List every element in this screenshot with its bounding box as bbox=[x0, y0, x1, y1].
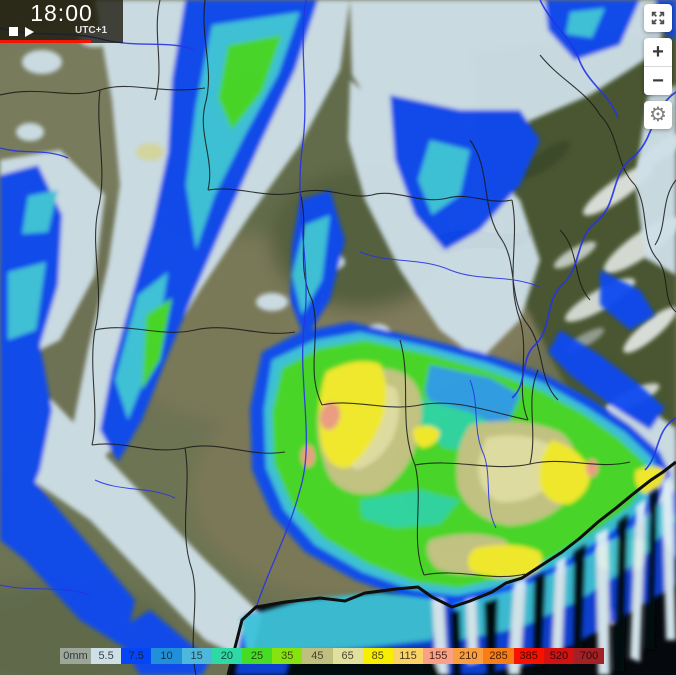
legend-cell: 10 bbox=[151, 648, 182, 664]
sea-precipitation bbox=[235, 474, 676, 675]
play-icon[interactable] bbox=[25, 27, 34, 37]
legend-cell: 20 bbox=[211, 648, 242, 664]
legend-cell: 115 bbox=[392, 648, 424, 664]
fullscreen-icon bbox=[651, 11, 665, 25]
time-control-row: UTC+1 bbox=[0, 24, 123, 37]
timeline-progress[interactable] bbox=[0, 40, 123, 43]
legend-cell: 700 bbox=[574, 648, 605, 664]
legend-cell: 7.5 bbox=[121, 648, 152, 664]
legend-unit-label: 0mm bbox=[60, 648, 91, 664]
legend-cell: 35 bbox=[272, 648, 303, 664]
settings-button[interactable]: ⚙ bbox=[644, 101, 672, 129]
legend-cell: 25 bbox=[241, 648, 273, 664]
time-display: 18:00 bbox=[30, 0, 93, 26]
legend-cell: 210 bbox=[453, 648, 484, 664]
zoom-divider bbox=[644, 66, 672, 67]
coastline bbox=[226, 460, 676, 675]
timeline-progress-fill bbox=[0, 40, 92, 43]
stop-icon[interactable] bbox=[9, 27, 18, 36]
legend-cell: 65 bbox=[332, 648, 363, 664]
legend-cell: 5.5 bbox=[91, 648, 122, 664]
legend-cell: 85 bbox=[362, 648, 393, 664]
time-control: 18:00 UTC+1 bbox=[0, 0, 123, 40]
legend-cell: 15 bbox=[181, 648, 212, 664]
legend-cell: 155 bbox=[423, 648, 454, 664]
precipitation-legend: 0mm 5.5 7.5 10 15 20 25 35 45 65 85 115 155 210 285 38… bbox=[60, 648, 605, 664]
map-controls: + − ⚙ bbox=[644, 4, 672, 129]
legend-cell: 520 bbox=[543, 648, 574, 664]
gear-icon: ⚙ bbox=[649, 104, 667, 126]
fullscreen-button[interactable] bbox=[644, 4, 672, 32]
legend-cell: 45 bbox=[302, 648, 333, 664]
legend-cell: 385 bbox=[513, 648, 544, 664]
rhone-river bbox=[255, 0, 307, 609]
legend-cell: 285 bbox=[483, 648, 514, 664]
zoom-in-button[interactable]: + bbox=[644, 38, 672, 66]
zoom-control: + − bbox=[644, 38, 672, 95]
timezone-label: UTC+1 bbox=[75, 25, 107, 36]
zoom-out-button[interactable]: − bbox=[644, 67, 672, 95]
